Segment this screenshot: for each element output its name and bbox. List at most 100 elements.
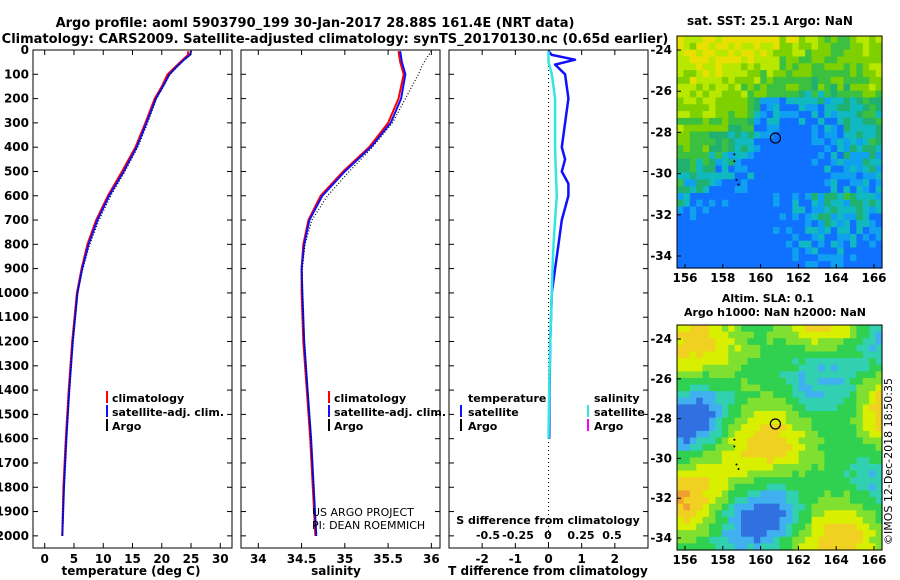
map-cell	[875, 351, 883, 359]
map-cell	[792, 543, 800, 551]
map-cell	[709, 543, 717, 551]
map-cell	[728, 227, 736, 235]
map-cell	[741, 530, 749, 538]
map-cell	[760, 124, 768, 133]
map-cell	[728, 145, 736, 153]
map-cell	[856, 83, 864, 92]
map-cell	[677, 523, 685, 531]
map-cell	[760, 56, 768, 64]
map-cell	[798, 510, 806, 518]
map-cell	[856, 76, 864, 85]
map-cell	[817, 490, 825, 498]
map-cell	[683, 247, 691, 255]
map-cell	[741, 444, 749, 452]
map-cell	[843, 124, 851, 133]
map-cell	[837, 437, 845, 445]
map-cell	[856, 124, 864, 133]
map-cell	[728, 358, 736, 366]
map-cell	[677, 124, 685, 133]
map-cell	[760, 344, 768, 353]
track-dot	[733, 153, 736, 156]
map-cell	[689, 437, 697, 445]
map-cell	[875, 247, 883, 255]
map-cell	[689, 240, 697, 249]
map-cell	[862, 364, 870, 372]
map-x-tick-label: 158	[710, 271, 735, 285]
map-cell	[728, 331, 736, 339]
map-cell	[811, 56, 819, 64]
map-cell	[785, 430, 793, 439]
map-cell	[837, 530, 845, 538]
map-cell	[817, 477, 825, 485]
map-cell	[696, 391, 704, 399]
map-cell	[824, 76, 832, 85]
map-cell	[843, 444, 851, 452]
map-cell	[741, 497, 749, 505]
map-cell	[875, 437, 883, 445]
y-tick-label: 1900	[0, 505, 29, 519]
map-cell	[869, 56, 877, 64]
map-cell	[766, 124, 774, 133]
map-cell	[747, 477, 755, 485]
map-x-tick-label: 160	[748, 553, 773, 567]
map-cell	[689, 152, 697, 160]
map-cell	[702, 138, 710, 146]
map-cell	[702, 111, 710, 119]
map-cell	[792, 338, 800, 346]
map-cell	[766, 158, 774, 167]
map-cell	[702, 457, 710, 465]
map-cell	[741, 240, 749, 249]
plot-frame	[32, 49, 233, 549]
map-cell	[689, 172, 697, 180]
map-cell	[792, 158, 800, 167]
track-dot	[733, 445, 736, 448]
map-cell	[849, 63, 857, 71]
map-cell	[766, 172, 774, 180]
map-cell	[817, 138, 825, 146]
map-cell	[709, 364, 717, 372]
s-difference-ticks: -0.5 -0.25 0 0.25 0.5	[476, 529, 622, 542]
map-cell	[747, 384, 755, 392]
map-cell	[837, 497, 845, 505]
map-cell	[734, 424, 742, 432]
map-cell	[830, 358, 838, 366]
map-cell	[715, 124, 723, 133]
map-cell	[837, 450, 845, 458]
map-cell	[792, 165, 800, 174]
map-cell	[753, 470, 761, 478]
map-cell	[728, 138, 736, 146]
map-cell	[785, 199, 793, 208]
map-y-tick-label: -28	[650, 125, 672, 139]
map-cell	[753, 165, 761, 174]
pi-credit: PI: DEAN ROEMMICH	[312, 519, 425, 532]
salinity-xlabel: salinity	[311, 564, 361, 578]
map-cell	[779, 124, 787, 133]
map-cell	[747, 358, 755, 366]
map-cell	[715, 83, 723, 92]
map-cell	[817, 364, 825, 372]
map-cell	[773, 510, 781, 518]
map-cell	[715, 70, 723, 78]
map-cell	[805, 104, 813, 112]
map-cell	[875, 83, 883, 92]
map-cell	[734, 384, 742, 392]
map-cell	[702, 254, 710, 262]
map-cell	[824, 411, 832, 419]
map-cell	[721, 111, 729, 119]
map-cell	[773, 371, 781, 379]
map-y-tick-label: -26	[650, 84, 672, 98]
map-cell	[683, 206, 691, 215]
map-cell	[689, 49, 697, 58]
map-cell	[805, 338, 813, 346]
map-cell	[734, 97, 742, 105]
map-cell	[817, 247, 825, 255]
map-cell	[766, 199, 774, 208]
map-cell	[817, 70, 825, 78]
map-cell	[779, 351, 787, 359]
map-cell	[862, 510, 870, 518]
map-cell	[811, 457, 819, 465]
map-cell	[715, 233, 723, 242]
map-cell	[760, 227, 768, 235]
map-cell	[728, 220, 736, 228]
map-cell	[862, 457, 870, 465]
